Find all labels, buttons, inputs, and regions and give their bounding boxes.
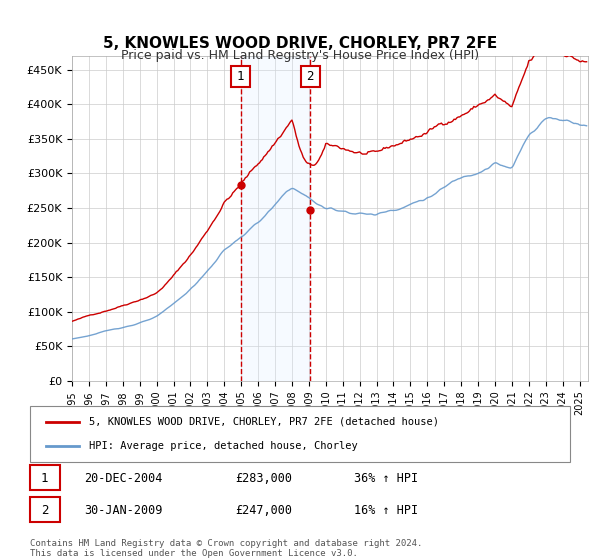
Text: 16% ↑ HPI: 16% ↑ HPI (354, 504, 418, 517)
Text: 5, KNOWLES WOOD DRIVE, CHORLEY, PR7 2FE (detached house): 5, KNOWLES WOOD DRIVE, CHORLEY, PR7 2FE … (89, 417, 439, 427)
Text: 30-JAN-2009: 30-JAN-2009 (84, 504, 163, 517)
Text: 20-DEC-2004: 20-DEC-2004 (84, 472, 163, 484)
FancyBboxPatch shape (30, 497, 60, 522)
Text: 2: 2 (41, 504, 49, 517)
Text: Price paid vs. HM Land Registry's House Price Index (HPI): Price paid vs. HM Land Registry's House … (121, 49, 479, 62)
FancyBboxPatch shape (30, 406, 570, 462)
Text: £283,000: £283,000 (235, 472, 292, 484)
Text: 5, KNOWLES WOOD DRIVE, CHORLEY, PR7 2FE: 5, KNOWLES WOOD DRIVE, CHORLEY, PR7 2FE (103, 36, 497, 52)
Text: 2: 2 (307, 70, 314, 83)
Text: 36% ↑ HPI: 36% ↑ HPI (354, 472, 418, 484)
Bar (241, 56, 310, 381)
Text: Contains HM Land Registry data © Crown copyright and database right 2024.
This d: Contains HM Land Registry data © Crown c… (30, 539, 422, 558)
Text: 1: 1 (237, 70, 244, 83)
Text: 1: 1 (41, 472, 49, 484)
Text: HPI: Average price, detached house, Chorley: HPI: Average price, detached house, Chor… (89, 441, 358, 451)
FancyBboxPatch shape (30, 465, 60, 489)
FancyBboxPatch shape (301, 67, 320, 87)
Text: £247,000: £247,000 (235, 504, 292, 517)
FancyBboxPatch shape (232, 67, 250, 87)
